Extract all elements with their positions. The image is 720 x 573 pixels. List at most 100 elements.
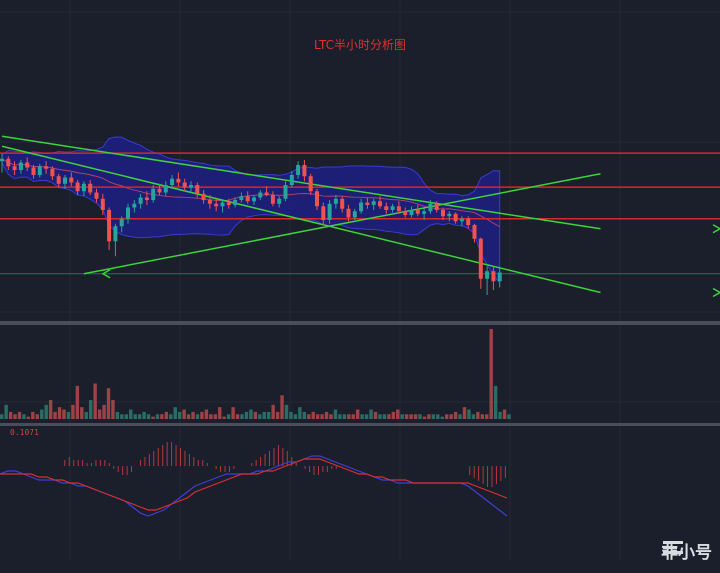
macd-histogram-bar: [157, 448, 159, 466]
volume-bar: [155, 414, 160, 419]
moving-average-line: [1, 158, 500, 228]
macd-histogram-bar: [251, 463, 253, 466]
volume-bar: [75, 385, 80, 419]
candle-body: [378, 201, 382, 207]
volume-bar: [151, 416, 155, 419]
candle-body: [264, 192, 269, 195]
macd-histogram-bar: [86, 463, 88, 466]
candle-body: [478, 238, 483, 279]
volume-bar: [275, 411, 280, 419]
volume-bar: [311, 411, 315, 419]
volume-bar: [97, 409, 102, 419]
macd-histogram-bar: [82, 460, 84, 466]
watermark: 非小号: [661, 538, 712, 563]
bollinger-band: [1, 136, 501, 284]
chart-title: LTC半小时分析图: [313, 38, 407, 52]
volume-bar: [133, 414, 137, 419]
candle-body: [88, 183, 93, 193]
macd-histogram-bar: [184, 451, 186, 466]
candle-body: [132, 203, 137, 208]
candle-body: [226, 202, 231, 205]
macd-histogram-bar: [197, 460, 199, 466]
volume-bar: [427, 414, 431, 419]
volume-bar: [267, 411, 271, 419]
candle-body: [270, 195, 275, 204]
macd-histogram-bar: [224, 466, 226, 472]
trend-line-2: [83, 173, 601, 275]
volume-bar: [71, 404, 75, 419]
volume-bar: [204, 409, 209, 419]
volume-bar: [307, 414, 311, 419]
volume-bar: [289, 411, 293, 419]
volume-bar: [449, 414, 453, 419]
volume-bar: [387, 414, 391, 419]
candle-body: [233, 200, 238, 205]
volume-bar: [507, 414, 511, 419]
macd-histogram-bar: [193, 457, 195, 466]
candle-body: [472, 225, 477, 239]
volume-bar: [62, 409, 66, 419]
macd-histogram-bar: [482, 466, 484, 484]
volume-bar: [440, 416, 444, 419]
macd-histogram-bar: [215, 466, 217, 469]
candle-body: [434, 203, 439, 210]
volume-bar: [396, 409, 400, 419]
macd-histogram-bar: [322, 466, 324, 472]
volume-bar: [467, 409, 471, 419]
macd-histogram-bar: [331, 466, 333, 469]
volume-bar: [48, 400, 53, 419]
volume-bar: [4, 404, 8, 419]
candle-body: [289, 175, 294, 185]
volume-bar: [436, 414, 440, 419]
volume-bar: [253, 411, 258, 419]
candle-body: [207, 200, 212, 204]
volume-bar: [213, 414, 217, 419]
volume-bar: [26, 416, 31, 419]
volume-bar: [164, 411, 169, 419]
candle-body: [107, 210, 112, 242]
candle-body: [371, 201, 376, 205]
volume-bar: [298, 407, 302, 419]
macd-histogram-bar: [126, 466, 128, 475]
volume-bar: [17, 411, 22, 419]
macd-histogram-bar: [113, 466, 115, 469]
volume-bar: [369, 409, 373, 419]
volume-bar: [498, 411, 502, 419]
candle-body: [415, 210, 420, 214]
candle-body: [50, 168, 55, 177]
volume-bar: [315, 414, 320, 419]
candle-body: [327, 203, 332, 220]
candle-body: [346, 208, 351, 218]
candle-body: [195, 185, 200, 194]
volume-bar: [106, 388, 111, 419]
volume-bar: [485, 414, 489, 419]
macd-histogram-bar: [326, 466, 328, 472]
volume-bar: [244, 411, 249, 419]
macd-histogram-bar: [104, 460, 106, 466]
macd-dea-line: [0, 458, 508, 511]
candle-body: [359, 202, 364, 212]
macd-histogram-bar: [95, 460, 97, 466]
candle-body: [428, 203, 433, 212]
candle-body: [214, 203, 219, 207]
volume-bar: [258, 414, 262, 419]
panel-separator-price: [0, 321, 720, 325]
candle-body: [144, 197, 149, 200]
candle-body: [239, 196, 244, 200]
macd-histogram-bar: [295, 463, 297, 466]
candle-body: [18, 162, 23, 170]
volume-bar: [89, 400, 93, 419]
macd-histogram-bar: [260, 457, 262, 466]
macd-histogram-bar: [487, 466, 489, 487]
candle-body: [100, 198, 105, 210]
volume-bar: [458, 414, 462, 419]
candle-body: [466, 218, 471, 225]
volume-bar: [129, 409, 133, 419]
candle-body: [170, 178, 175, 185]
candle-body: [296, 165, 301, 175]
macd-histogram-bar: [233, 466, 235, 469]
macd-histogram-bar: [153, 451, 155, 466]
candle-body: [365, 202, 370, 205]
macd-histogram-bar: [264, 454, 266, 466]
